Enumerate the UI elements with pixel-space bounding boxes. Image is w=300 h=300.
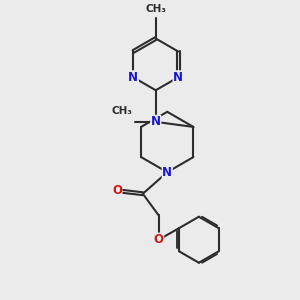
Text: N: N [151,116,161,128]
Text: O: O [112,184,122,197]
Text: O: O [154,233,164,246]
Text: N: N [128,71,138,84]
Text: CH₃: CH₃ [145,4,166,14]
Text: N: N [162,166,172,179]
Text: CH₃: CH₃ [112,106,133,116]
Text: N: N [173,71,183,84]
